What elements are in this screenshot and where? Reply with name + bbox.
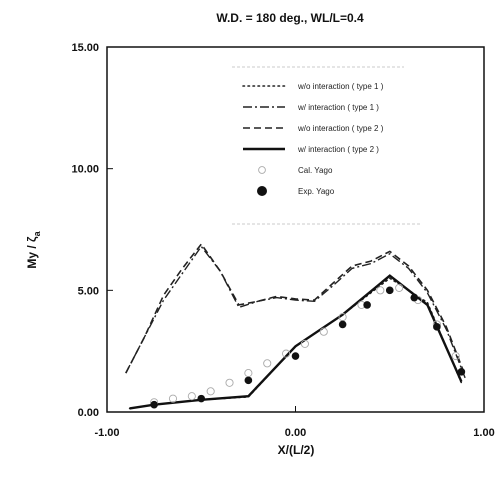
data-point-filled (150, 400, 158, 409)
x-tick-label: -1.00 (94, 427, 119, 439)
series-layer (125, 242, 466, 410)
data-point-open (451, 351, 460, 361)
legend-item: w/o interaction ( type 2 ) (243, 124, 384, 133)
data-point-open (244, 369, 253, 378)
legend-label: w/ interaction ( type 2 ) (297, 145, 379, 154)
series-dashed (125, 242, 466, 376)
x-tick-label: 0.00 (285, 427, 306, 439)
data-point-filled (457, 368, 466, 376)
y-axis-title: My / ζa (25, 230, 42, 268)
legend-swatch (257, 186, 267, 196)
y-axis: 0.00 5.00 10.00 15.00 (71, 42, 113, 419)
legend-label: w/o interaction ( type 1 ) (297, 82, 384, 91)
y-tick-label: 15.00 (71, 42, 99, 54)
legend-label: Exp. Yago (298, 187, 335, 196)
legend-label: Cal. Yago (298, 166, 333, 175)
legend-label: w/o interaction ( type 2 ) (297, 124, 384, 133)
legend-item: Cal. Yago (258, 166, 333, 175)
data-point-filled (410, 293, 419, 302)
data-point-open (225, 378, 234, 387)
series-filled-circle (150, 286, 466, 409)
y-tick-label: 5.00 (78, 285, 99, 297)
data-point-filled (433, 323, 441, 331)
x-tick-label: 1.00 (473, 427, 494, 439)
chart-title: W.D. = 180 deg., WL/L=0.4 (216, 11, 364, 25)
legend: w/o interaction ( type 1 ) w/ interaction… (232, 66, 420, 225)
data-point-filled (338, 320, 347, 329)
series-open-circle (150, 283, 460, 407)
series-line (125, 245, 466, 379)
legend-item: w/o interaction ( type 1 ) (242, 82, 384, 91)
y-tick-label: 0.00 (78, 407, 99, 419)
data-point-open (282, 349, 291, 358)
y-tick-label: 10.00 (71, 164, 99, 176)
data-point-filled (244, 376, 253, 385)
data-point-open (263, 359, 272, 368)
data-point-open (168, 394, 178, 403)
data-point-filled (363, 301, 371, 309)
data-point-open (187, 392, 196, 401)
series-line (125, 242, 466, 376)
legend-label: w/ interaction ( type 1 ) (297, 103, 379, 112)
series-dashdot (125, 245, 466, 379)
y-axis-title-main: My / ζ (25, 236, 39, 269)
x-axis-title: X/(L/2) (278, 443, 315, 457)
data-point-filled (385, 286, 394, 295)
data-point-filled (291, 352, 300, 360)
legend-item: w/ interaction ( type 1 ) (243, 103, 379, 112)
svg-text:My / ζa: My / ζa (25, 230, 42, 268)
y-axis-title-subscript: a (32, 230, 42, 236)
data-point-filled (197, 394, 206, 403)
data-point-open (300, 339, 309, 348)
legend-item: Exp. Yago (257, 186, 335, 196)
data-point-open (395, 283, 404, 292)
data-point-open (376, 286, 385, 295)
data-point-open (319, 327, 328, 336)
x-axis: -1.00 0.00 1.00 (94, 406, 495, 439)
legend-item: w/ interaction ( type 2 ) (243, 145, 379, 154)
legend-swatch (258, 166, 266, 174)
data-point-open (206, 387, 215, 396)
